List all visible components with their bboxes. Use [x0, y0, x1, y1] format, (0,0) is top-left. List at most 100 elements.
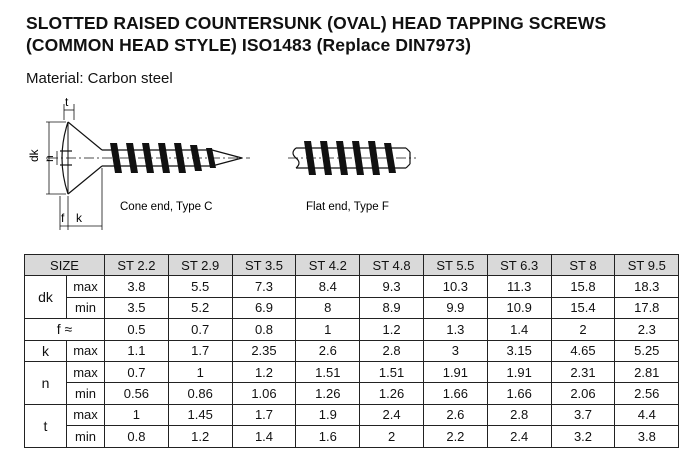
table-cell: 6.9: [231, 296, 297, 320]
table-cell: 2.4: [359, 403, 424, 427]
limit-label: max: [66, 275, 105, 298]
table-cell: 1.91: [486, 360, 552, 384]
table-cell: 1.4: [231, 425, 297, 448]
table-cell: 4.4: [614, 403, 680, 427]
table-cell: 1.51: [359, 360, 424, 384]
size-col-header: ST 4.2: [295, 253, 361, 277]
param-label: dk: [24, 275, 67, 320]
table-header-row: SIZE ST 2.2 ST 2.9 ST 3.5 ST 4.2 ST 4.8 …: [24, 253, 680, 277]
table-cell: 2.8: [359, 339, 424, 362]
table-cell: 2.6: [422, 403, 488, 427]
table-cell: 1.66: [422, 382, 488, 405]
material-label: Material: Carbon steel: [26, 70, 173, 87]
size-col-header: ST 3.5: [231, 253, 297, 277]
table-cell: 1.3: [422, 318, 488, 341]
size-col-header: ST 5.5: [422, 253, 488, 277]
param-label: f ≈: [24, 318, 105, 341]
table-row: n max 0.7 1 1.2 1.51 1.51 1.91 1.91 2.31…: [24, 360, 680, 405]
caption-flat-end: Flat end, Type F: [306, 201, 389, 213]
param-label: k: [24, 339, 67, 362]
table-cell: 0.8: [104, 425, 169, 448]
table-cell: 1: [295, 318, 361, 341]
table-row: k max 1.1 1.7 2.35 2.6 2.8 3 3.15 4.65 5…: [24, 339, 680, 362]
table-cell: 5.25: [614, 339, 680, 362]
limit-label: max: [66, 360, 105, 384]
table-cell: 1.45: [167, 403, 233, 427]
table-cell: 2.06: [550, 382, 616, 405]
size-header: SIZE: [24, 253, 105, 277]
table-cell: 3.8: [614, 425, 680, 448]
table-cell: 2.3: [614, 318, 680, 341]
table-cell: 8.4: [295, 275, 361, 298]
table-cell: 9.9: [422, 296, 488, 320]
table-cell: 15.8: [550, 275, 616, 298]
table-cell: 8.9: [359, 296, 424, 320]
table-row: min 3.5 5.2 6.9 8 8.9 9.9 10.9 15.4 17.8: [25, 296, 680, 320]
table-cell: 3.15: [486, 339, 552, 362]
table-cell: 9.3: [359, 275, 424, 298]
table-cell: 2.81: [614, 360, 680, 384]
size-col-header: ST 4.8: [359, 253, 424, 277]
table-row: dk max 3.8 5.5 7.3 8.4 9.3 10.3 11.3 15.…: [24, 275, 680, 320]
table-cell: 0.7: [104, 360, 169, 384]
table-cell: 1.4: [486, 318, 552, 341]
table-cell: 3.2: [550, 425, 616, 448]
limit-label: min: [66, 296, 105, 320]
dimension-table: SIZE ST 2.2 ST 2.9 ST 3.5 ST 4.2 ST 4.8 …: [24, 253, 680, 448]
table-cell: 0.5: [104, 318, 169, 341]
table-row: f ≈ 0.5 0.7 0.8 1 1.2 1.3 1.4 2 2.3: [24, 318, 680, 341]
table-cell: 10.9: [486, 296, 552, 320]
table-cell: 1.7: [167, 339, 233, 362]
table-cell: 18.3: [614, 275, 680, 298]
table-cell: 1.26: [295, 382, 361, 405]
table-cell: 3.8: [104, 275, 169, 298]
table-cell: 2.8: [486, 403, 552, 427]
size-col-header: ST 2.2: [104, 253, 169, 277]
table-cell: 1.9: [295, 403, 361, 427]
table-cell: 0.8: [231, 318, 297, 341]
table-cell: 15.4: [550, 296, 616, 320]
table-cell: 0.7: [167, 318, 233, 341]
table-cell: 1.66: [486, 382, 552, 405]
page-title: SLOTTED RAISED COUNTERSUNK (OVAL) HEAD T…: [26, 13, 607, 55]
table-cell: 5.5: [167, 275, 233, 298]
size-col-header: ST 6.3: [486, 253, 552, 277]
table-cell: 1.6: [295, 425, 361, 448]
table-cell: 2.31: [550, 360, 616, 384]
dim-t-label: t: [65, 98, 69, 109]
table-cell: 2: [359, 425, 424, 448]
table-cell: 1.51: [295, 360, 361, 384]
table-cell: 0.56: [104, 382, 169, 405]
limit-label: max: [66, 339, 105, 362]
limit-label: min: [66, 382, 105, 405]
table-cell: 1.2: [231, 360, 297, 384]
table-cell: 2: [550, 318, 616, 341]
table-cell: 3.5: [104, 296, 169, 320]
table-cell: 2.6: [295, 339, 361, 362]
param-label: n: [24, 360, 67, 405]
table-cell: 1.2: [167, 425, 233, 448]
table-cell: 17.8: [614, 296, 680, 320]
param-label: t: [24, 403, 67, 448]
table-cell: 11.3: [486, 275, 552, 298]
table-cell: 10.3: [422, 275, 488, 298]
table-cell: 1: [167, 360, 233, 384]
table-cell: 3: [422, 339, 488, 362]
limit-label: min: [66, 425, 105, 448]
table-cell: 2.4: [486, 425, 552, 448]
size-col-header: ST 2.9: [167, 253, 233, 277]
dim-n-label: n: [42, 155, 56, 162]
screw-drawing: t dk n f k Cone end, Type C Flat end, Ty…: [27, 98, 416, 230]
size-col-header: ST 9.5: [614, 253, 680, 277]
table-cell: 2.56: [614, 382, 680, 405]
table-cell: 1.26: [359, 382, 424, 405]
table-row: min 0.56 0.86 1.06 1.26 1.26 1.66 1.66 2…: [25, 382, 680, 405]
table-cell: 4.65: [550, 339, 616, 362]
table-cell: 1.91: [422, 360, 488, 384]
dim-k-label: k: [76, 211, 83, 225]
table-cell: 2.2: [422, 425, 488, 448]
caption-cone-end: Cone end, Type C: [120, 201, 213, 213]
limit-label: max: [66, 403, 105, 427]
table-cell: 2.35: [231, 339, 297, 362]
dim-dk-label: dk: [27, 148, 41, 162]
